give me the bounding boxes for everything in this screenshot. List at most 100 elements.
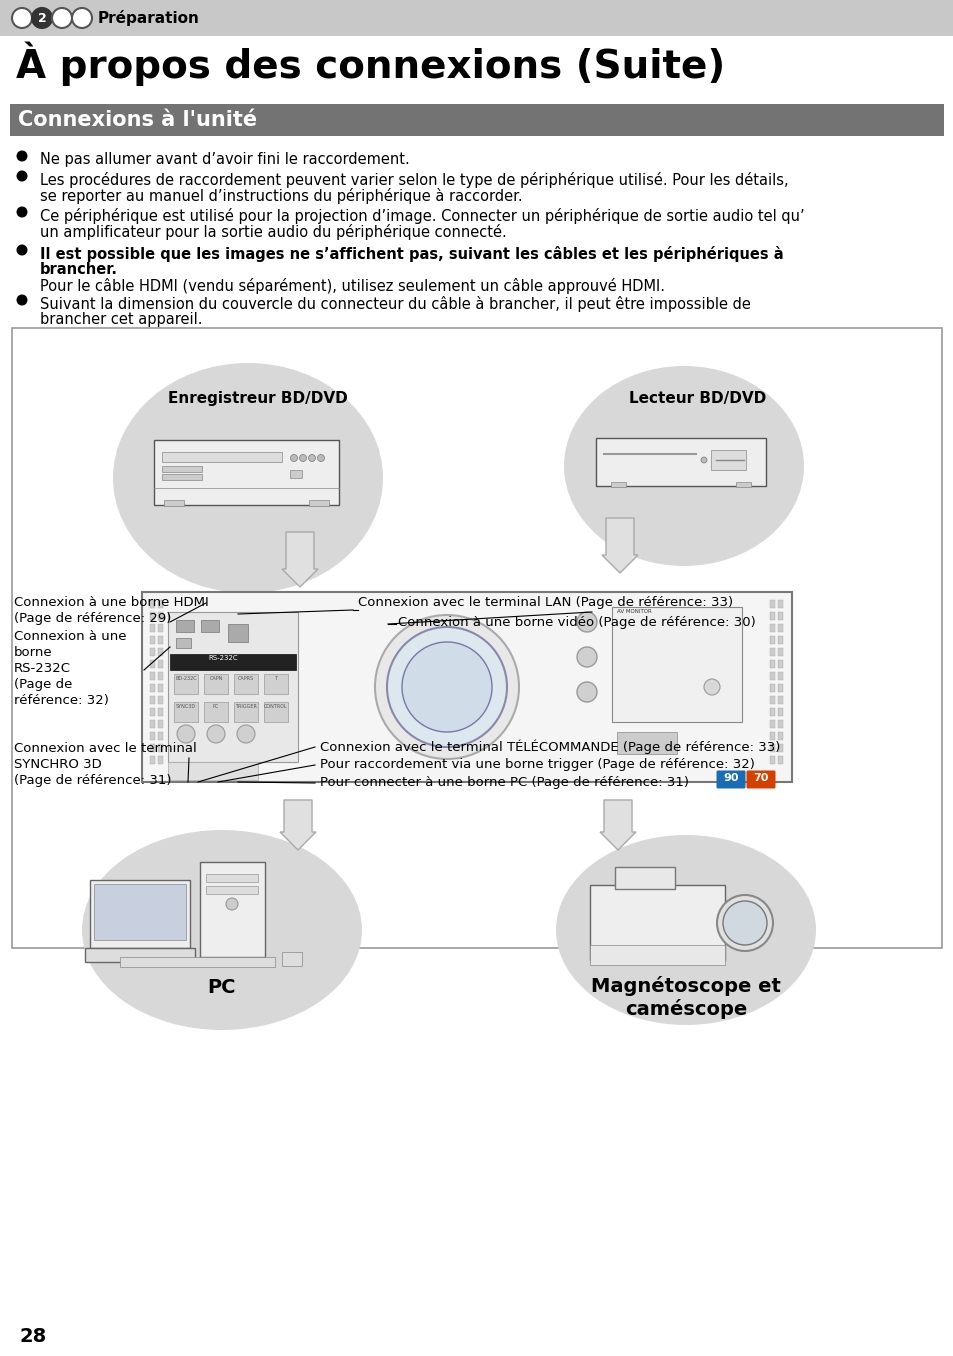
Bar [778, 624, 782, 632]
Bar [158, 660, 163, 669]
Bar [158, 683, 163, 692]
Text: PC: PC [213, 704, 219, 709]
Text: SYNC3D: SYNC3D [175, 704, 196, 709]
Bar [150, 744, 154, 753]
Circle shape [308, 454, 315, 461]
Bar [778, 636, 782, 644]
Bar [589, 945, 724, 965]
Circle shape [577, 682, 597, 702]
Text: borne: borne [14, 645, 52, 659]
Circle shape [577, 612, 597, 632]
Bar [158, 696, 163, 704]
Text: Enregistreur BD/DVD: Enregistreur BD/DVD [168, 391, 348, 405]
Circle shape [375, 616, 518, 759]
Text: BD-232C: BD-232C [175, 677, 196, 681]
Bar [158, 599, 163, 607]
Text: référence: 32): référence: 32) [14, 694, 109, 706]
Bar [769, 624, 774, 632]
Bar [778, 744, 782, 753]
Bar [778, 599, 782, 607]
Bar [158, 648, 163, 656]
Circle shape [12, 8, 32, 28]
Bar [769, 599, 774, 607]
Circle shape [703, 679, 720, 696]
Bar [150, 732, 154, 740]
Text: (Page de: (Page de [14, 678, 72, 692]
Text: se reporter au manuel d’instructions du périphérique à raccorder.: se reporter au manuel d’instructions du … [40, 188, 522, 203]
Text: AV MONITOR: AV MONITOR [617, 609, 651, 614]
Text: Pour le câble HDMI (vendu séparément), utilisez seulement un câble approuvé HDMI: Pour le câble HDMI (vendu séparément), u… [40, 278, 664, 294]
Bar [153, 439, 338, 504]
Bar [778, 720, 782, 728]
Bar [769, 673, 774, 679]
Text: SYNCHRO 3D: SYNCHRO 3D [14, 758, 102, 772]
Bar [778, 673, 782, 679]
Text: Connexion avec le terminal: Connexion avec le terminal [14, 742, 196, 755]
Text: Ce périphérique est utilisé pour la projection d’image. Connecter un périphériqu: Ce périphérique est utilisé pour la proj… [40, 207, 803, 224]
Bar [778, 732, 782, 740]
Text: 2: 2 [37, 11, 47, 24]
Circle shape [722, 900, 766, 945]
Bar [150, 757, 154, 763]
Bar [150, 696, 154, 704]
Bar [769, 636, 774, 644]
Polygon shape [282, 532, 317, 587]
Text: Connexions à l'unité: Connexions à l'unité [18, 110, 257, 130]
Polygon shape [601, 518, 638, 574]
Bar [769, 720, 774, 728]
Bar [158, 732, 163, 740]
Bar [168, 612, 297, 762]
Bar [769, 683, 774, 692]
Text: Ne pas allumer avant d’avoir fini le raccordement.: Ne pas allumer avant d’avoir fini le rac… [40, 152, 410, 167]
Circle shape [207, 725, 225, 743]
Ellipse shape [112, 363, 382, 593]
Bar [120, 957, 274, 967]
Bar [158, 757, 163, 763]
Text: Il est possible que les images ne s’affichent pas, suivant les câbles et les pér: Il est possible que les images ne s’affi… [40, 245, 782, 262]
Bar [150, 612, 154, 620]
Circle shape [236, 725, 254, 743]
Bar [150, 648, 154, 656]
Circle shape [16, 171, 28, 182]
Bar [150, 720, 154, 728]
Bar [173, 702, 198, 721]
Text: CONTROL: CONTROL [264, 704, 288, 709]
Bar [612, 607, 741, 721]
Text: CAPN: CAPN [209, 677, 222, 681]
Bar [10, 104, 943, 136]
Bar [158, 720, 163, 728]
Text: (Page de référence: 31): (Page de référence: 31) [14, 774, 172, 786]
Circle shape [177, 725, 194, 743]
Bar [769, 660, 774, 669]
Text: Pour connecter à une borne PC (Page de référence: 31): Pour connecter à une borne PC (Page de r… [319, 776, 688, 789]
Circle shape [577, 647, 597, 667]
Circle shape [32, 8, 52, 28]
Circle shape [52, 8, 71, 28]
Text: Les procédures de raccordement peuvent varier selon le type de périphérique util: Les procédures de raccordement peuvent v… [40, 172, 788, 188]
Text: À propos des connexions (Suite): À propos des connexions (Suite) [16, 42, 724, 87]
Bar [735, 481, 750, 487]
Text: PC: PC [208, 978, 236, 997]
Bar [173, 674, 198, 694]
Bar [150, 624, 154, 632]
Text: 90: 90 [722, 773, 738, 782]
Text: Magnétoscope et
caméscope: Magnétoscope et caméscope [591, 976, 781, 1020]
Bar [90, 880, 190, 948]
Bar [710, 450, 745, 471]
Text: RS-232C: RS-232C [14, 662, 71, 675]
Text: Préparation: Préparation [98, 9, 200, 26]
Circle shape [317, 454, 324, 461]
Bar [12, 328, 941, 948]
Bar [175, 620, 193, 632]
Bar [233, 674, 257, 694]
Circle shape [16, 151, 28, 161]
Circle shape [401, 641, 492, 732]
Bar [769, 732, 774, 740]
Bar [200, 862, 265, 957]
Bar [170, 654, 295, 670]
Text: un amplificateur pour la sortie audio du périphérique connecté.: un amplificateur pour la sortie audio du… [40, 224, 506, 240]
Bar [778, 612, 782, 620]
Text: Suivant la dimension du couvercle du connecteur du câble à brancher, il peut êtr: Suivant la dimension du couvercle du con… [40, 296, 750, 312]
Bar [168, 762, 257, 780]
Bar [589, 885, 724, 960]
